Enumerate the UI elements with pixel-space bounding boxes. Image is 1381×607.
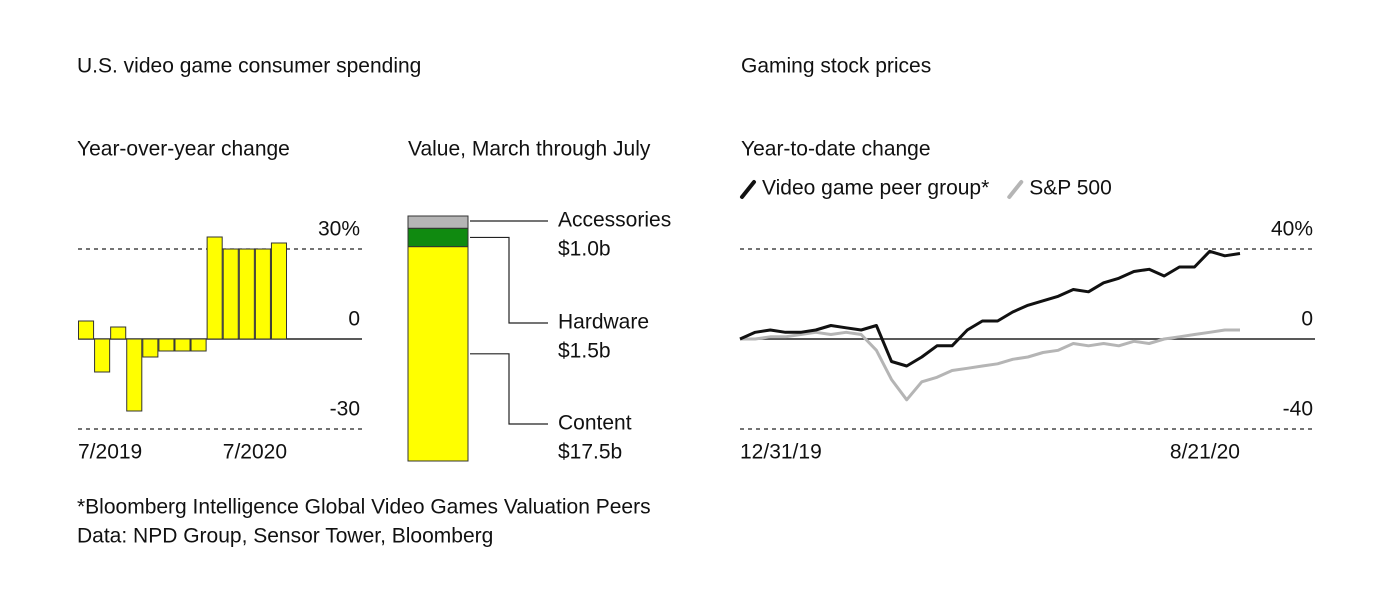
line <box>740 328 1240 402</box>
subtitle: Year-over-year change <box>77 138 290 161</box>
y-tick-label: 40% <box>1271 218 1313 241</box>
y-tick-label: 0 <box>1301 308 1313 331</box>
segment-label: Hardware <box>558 311 649 334</box>
subtitle: Value, March through July <box>408 138 651 161</box>
bar <box>126 338 143 412</box>
bar-segment <box>407 227 469 248</box>
legend-label: S&P 500 <box>1029 177 1112 200</box>
bar <box>270 242 287 340</box>
segment-value: $1.0b <box>558 238 611 261</box>
y-tick-label: 30% <box>318 218 360 241</box>
bar <box>238 248 255 340</box>
bar <box>78 320 95 340</box>
footnote: *Bloomberg Intelligence Global Video Gam… <box>77 496 651 519</box>
bar <box>254 248 271 340</box>
bar <box>158 338 175 352</box>
subtitle: Year-to-date change <box>741 138 931 161</box>
x-tick-label: 8/21/20 <box>1170 441 1240 464</box>
y-tick-label: 0 <box>348 308 360 331</box>
legend-swatch <box>740 180 756 199</box>
legend-label: Video game peer group* <box>762 177 989 200</box>
connector <box>470 236 548 324</box>
bar <box>222 248 239 340</box>
y-tick-label: -40 <box>1283 398 1313 421</box>
segment-value: $17.5b <box>558 441 622 464</box>
line <box>739 249 1241 368</box>
bar <box>94 338 111 373</box>
x-tick-label: 7/2020 <box>223 441 287 464</box>
bar <box>190 338 207 352</box>
bar-segment <box>407 215 469 229</box>
segment-label: Content <box>558 412 632 435</box>
segment-label: Accessories <box>558 209 671 232</box>
x-tick-label: 7/2019 <box>78 441 142 464</box>
section-title: Gaming stock prices <box>741 55 931 78</box>
legend-swatch <box>1007 180 1024 199</box>
section-title: U.S. video game consumer spending <box>77 55 421 78</box>
bar <box>142 338 159 358</box>
source: Data: NPD Group, Sensor Tower, Bloomberg <box>77 525 493 548</box>
bar <box>110 326 127 340</box>
segment-value: $1.5b <box>558 340 611 363</box>
y-tick-label: -30 <box>330 398 360 421</box>
bar-segment <box>407 246 469 462</box>
bar <box>174 338 191 352</box>
x-tick-label: 12/31/19 <box>740 441 822 464</box>
connector <box>470 353 548 425</box>
bar <box>206 236 223 340</box>
